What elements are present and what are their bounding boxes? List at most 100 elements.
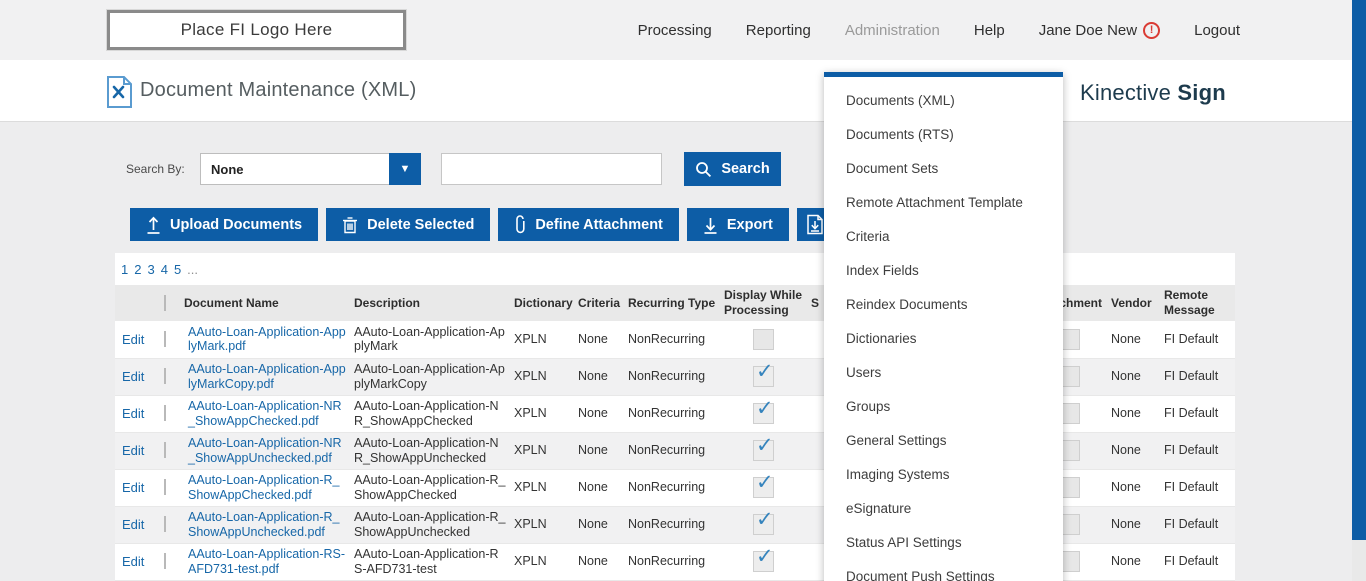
nav-logout[interactable]: Logout xyxy=(1194,21,1240,39)
remote-message-cell: FI Default xyxy=(1164,554,1219,569)
nav-reporting[interactable]: Reporting xyxy=(745,21,811,39)
vertical-scrollbar[interactable] xyxy=(1352,0,1366,581)
display-while-processing-cell xyxy=(718,321,805,358)
admin-menu-item-reindex-documents[interactable]: Reindex Documents xyxy=(846,297,968,312)
criteria-cell: None xyxy=(578,369,608,384)
header-dictionary[interactable]: Dictionary xyxy=(508,285,573,321)
admin-menu-item-users[interactable]: Users xyxy=(846,365,882,380)
admin-menu-item-general-settings[interactable]: General Settings xyxy=(846,433,947,448)
dictionary-cell: XPLN xyxy=(514,406,547,421)
edit-link[interactable]: Edit xyxy=(122,405,145,421)
document-name-link[interactable]: AAuto-Loan-Application-ApplyMark.pdf xyxy=(188,324,346,354)
upload-documents-button[interactable]: Upload Documents xyxy=(130,208,319,241)
page-link[interactable]: 1 xyxy=(121,261,129,277)
edit-link[interactable]: Edit xyxy=(122,331,145,347)
edit-link[interactable]: Edit xyxy=(122,368,145,384)
description-cell: AAuto-Loan-Application-ApplyMarkCopy xyxy=(354,361,505,391)
edit-link[interactable]: Edit xyxy=(122,553,145,569)
edit-cell: Edit xyxy=(115,543,158,580)
search-input[interactable] xyxy=(441,153,662,185)
header-remote-message[interactable]: Remote Message xyxy=(1158,285,1235,321)
nav-user[interactable]: Jane Doe New ! xyxy=(1039,21,1161,39)
row-checkbox[interactable] xyxy=(164,368,166,385)
pagination: 1 2 3 4 5... xyxy=(115,253,1235,285)
define-attachment-button[interactable]: Define Attachment xyxy=(498,208,679,241)
document-name-link[interactable]: AAuto-Loan-Application-RS-AFD731-test.pd… xyxy=(188,546,346,576)
header-display-while-processing[interactable]: Display While Processing xyxy=(718,285,805,321)
row-checkbox[interactable] xyxy=(164,553,166,570)
scrollbar-thumb[interactable] xyxy=(1352,0,1366,540)
search-by-label: Search By: xyxy=(126,162,185,176)
dictionary-cell: XPLN xyxy=(514,554,547,569)
admin-menu-item-document-push-settings[interactable]: Document Push Settings xyxy=(846,569,995,581)
admin-menu-item-index-fields[interactable]: Index Fields xyxy=(846,263,919,278)
display-while-processing-cell xyxy=(718,543,805,580)
document-name-cell: AAuto-Loan-Application-ApplyMark.pdf xyxy=(182,321,348,358)
admin-menu-item-document-sets[interactable]: Document Sets xyxy=(846,161,939,176)
row-checkbox[interactable] xyxy=(164,479,166,496)
vendor-cell: None xyxy=(1111,517,1141,532)
description-cell: AAuto-Loan-Application-RS-AFD731-test xyxy=(354,546,499,576)
header-description[interactable]: Description xyxy=(348,285,508,321)
display-checkbox-checked xyxy=(753,508,774,535)
search-button-label: Search xyxy=(721,161,770,177)
header-vendor[interactable]: Vendor xyxy=(1105,285,1158,321)
nav-processing[interactable]: Processing xyxy=(637,21,712,39)
admin-menu-item-remote-attachment-template[interactable]: Remote Attachment Template xyxy=(846,195,1023,210)
document-name-link[interactable]: AAuto-Loan-Application-ApplyMarkCopy.pdf xyxy=(188,361,346,391)
document-name-link[interactable]: AAuto-Loan-Application-R_ShowAppUnchecke… xyxy=(188,509,340,539)
edit-cell: Edit xyxy=(115,506,158,543)
row-checkbox[interactable] xyxy=(164,330,166,347)
remote-message-cell: FI Default xyxy=(1164,331,1219,346)
export-label: Export xyxy=(726,216,773,233)
edit-link[interactable]: Edit xyxy=(122,479,145,495)
admin-menu-item-groups[interactable]: Groups xyxy=(846,399,891,414)
header-criteria[interactable]: Criteria xyxy=(572,285,622,321)
admin-menu-item-documents-rts-[interactable]: Documents (RTS) xyxy=(846,127,954,142)
display-while-processing-cell xyxy=(718,432,805,469)
criteria-cell: None xyxy=(578,443,608,458)
document-download-icon xyxy=(807,214,823,235)
warning-icon[interactable]: ! xyxy=(1143,21,1161,39)
search-icon xyxy=(696,161,712,177)
table-header-row: Document Name Description Dictionary Cri… xyxy=(115,285,1235,321)
document-name-link[interactable]: AAuto-Loan-Application-NR_ShowAppUncheck… xyxy=(188,435,342,465)
admin-menu-item-documents-xml-[interactable]: Documents (XML) xyxy=(846,93,955,108)
edit-link[interactable]: Edit xyxy=(122,516,145,532)
vendor-cell: None xyxy=(1111,443,1141,458)
edit-link[interactable]: Edit xyxy=(122,442,145,458)
select-all-checkbox[interactable] xyxy=(164,294,166,311)
document-name-cell: AAuto-Loan-Application-ApplyMarkCopy.pdf xyxy=(182,358,348,395)
criteria-cell: None xyxy=(578,480,608,495)
nav-administration[interactable]: Administration xyxy=(844,21,940,39)
remote-message-cell: FI Default xyxy=(1164,480,1219,495)
header-document-name[interactable]: Document Name xyxy=(182,285,348,321)
remote-message-cell: FI Default xyxy=(1164,517,1219,532)
row-checkbox[interactable] xyxy=(164,442,166,459)
admin-menu-item-imaging-systems[interactable]: Imaging Systems xyxy=(846,467,950,482)
header-recurring-type[interactable]: Recurring Type xyxy=(622,285,718,321)
row-checkbox[interactable] xyxy=(164,405,166,422)
page-link[interactable]: 4 xyxy=(160,261,168,277)
document-name-link[interactable]: AAuto-Loan-Application-NR_ShowAppChecked… xyxy=(188,398,342,428)
table-row: Edit AAuto-Loan-Application-ApplyMark.pdf… xyxy=(115,321,1235,358)
search-by-select[interactable]: None ▼ xyxy=(200,153,421,185)
row-checkbox[interactable] xyxy=(164,516,166,533)
nav-help[interactable]: Help xyxy=(973,21,1005,39)
page-link[interactable]: 3 xyxy=(147,261,155,277)
page-link[interactable]: 5 xyxy=(173,261,182,277)
admin-menu-item-dictionaries[interactable]: Dictionaries xyxy=(846,331,917,346)
criteria-cell: None xyxy=(578,406,608,421)
search-button[interactable]: Search xyxy=(684,152,781,186)
export-button[interactable]: Export xyxy=(686,208,789,241)
document-name-cell: AAuto-Loan-Application-NR_ShowAppUncheck… xyxy=(182,432,348,469)
page-ellipsis[interactable]: ... xyxy=(187,261,199,277)
page-link[interactable]: 2 xyxy=(134,261,142,277)
admin-menu-item-esignature[interactable]: eSignature xyxy=(846,501,912,516)
chevron-down-icon[interactable]: ▼ xyxy=(389,153,421,185)
delete-selected-button[interactable]: Delete Selected xyxy=(326,208,491,241)
dictionary-cell: XPLN xyxy=(514,369,547,384)
admin-menu-item-status-api-settings[interactable]: Status API Settings xyxy=(846,535,962,550)
admin-menu-item-criteria[interactable]: Criteria xyxy=(846,229,890,244)
document-name-link[interactable]: AAuto-Loan-Application-R_ShowAppChecked.… xyxy=(188,472,340,502)
